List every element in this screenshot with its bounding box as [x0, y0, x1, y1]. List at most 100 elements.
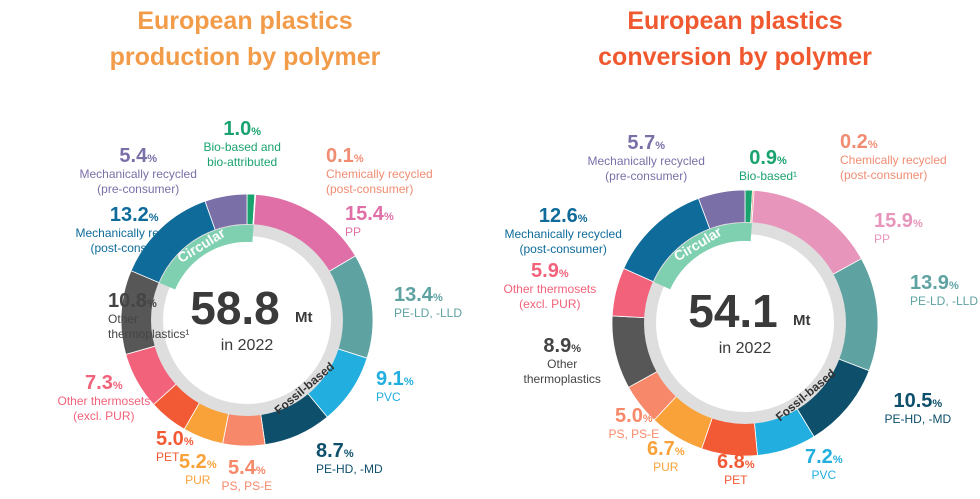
slice-unit: % — [558, 268, 569, 280]
slice-value: 7.3 — [85, 372, 113, 394]
slice-name: (excl. PUR) — [73, 409, 135, 423]
slice-name: Mechanically recycled — [504, 227, 622, 241]
value-line: 15.4% — [345, 203, 394, 225]
slice-name: PUR — [185, 473, 211, 487]
value-line: 12.6% — [505, 205, 622, 227]
slice-name: (post-consumer) — [326, 182, 414, 196]
label-pe-hd-md: 10.5% PE-HD, -MD — [885, 390, 952, 427]
slice-name: PET — [156, 450, 180, 464]
slice-name: Chemically recycled — [326, 167, 433, 181]
slice-name: Mechanically recycled — [79, 167, 197, 181]
slice-unit: % — [655, 140, 665, 152]
value-line: 7.3% — [58, 372, 151, 394]
label-bio-based: 0.9% Bio-based¹ — [739, 147, 797, 184]
label-pp: 15.4% PP — [345, 203, 394, 240]
slice-name: PET — [724, 473, 748, 487]
slice-unit: % — [403, 376, 414, 388]
slice-name: Chemically recycled — [840, 153, 947, 167]
slice-name: Mechanically recycled — [587, 154, 705, 168]
slice-value: 5.0 — [156, 428, 184, 450]
slice-value: 6.8 — [717, 451, 745, 473]
slice-value: 0.1 — [326, 145, 354, 167]
slice-value: 10.8 — [108, 290, 147, 312]
slice-name: Bio-based and — [203, 140, 281, 154]
chart-title-line-2: conversion by polymer — [598, 43, 872, 71]
slice-unit: % — [948, 280, 959, 292]
slice-unit: % — [147, 153, 157, 165]
center-subtitle: in 2022 — [221, 337, 274, 354]
slice-value: 5.4 — [119, 145, 148, 167]
label-pet: 6.8% PET — [717, 451, 755, 488]
slice-value: 0.2 — [840, 131, 868, 153]
slice-name: PE-HD, -MD — [884, 412, 952, 426]
value-line: 8.9% — [524, 335, 601, 357]
label-pet: 5.0% PET — [156, 428, 194, 465]
label-chemically-recycled-post-consumer: 0.1% Chemically recycled (post-consumer) — [326, 145, 433, 197]
value-line: 13.4% — [394, 284, 462, 306]
value-line: 5.9% — [504, 260, 597, 282]
label-mechanically-recycled-pre-consumer: 5.7% Mechanically recycled (pre-consumer) — [588, 132, 705, 184]
slice-name: (post-consumer) — [519, 242, 607, 256]
conversion-chart-panel: European plastics conversion by polymer … — [490, 0, 980, 499]
value-line: 0.1% — [326, 145, 433, 167]
slice-name: Other thermosets — [57, 394, 151, 408]
slice-value: 5.4 — [228, 457, 256, 479]
slice-value: 7.2 — [805, 446, 833, 468]
slice-name: PS, PS-E — [608, 427, 660, 441]
center-unit: Mt — [793, 312, 811, 329]
slice-unit: % — [912, 218, 923, 230]
slice-name: Bio-based¹ — [739, 169, 798, 183]
label-ps-ps-e: 5.0% PS, PS-E — [609, 405, 660, 442]
label-pur: 6.7% PUR — [647, 438, 685, 475]
slice-value: 0.9 — [749, 147, 778, 169]
value-line: 10.8% — [108, 290, 189, 312]
circular-arc — [159, 224, 254, 290]
value-line: 15.9% — [874, 210, 923, 232]
slice-value: 8.9 — [543, 335, 572, 357]
label-mechanically-recycled-post-consumer: 12.6% Mechanically recycled (post-consumer… — [505, 205, 622, 257]
slice-name: Mechanically recycled — [75, 226, 193, 240]
value-line: 1.0% — [204, 118, 281, 140]
label-other-thermoplastics: 10.8% Other thermoplastics¹ — [108, 290, 189, 342]
label-mechanically-recycled-pre-consumer: 5.4% Mechanically recycled (pre-consumer) — [80, 145, 197, 197]
slice-name: (post-consumer) — [90, 241, 178, 255]
label-chemically-recycled-post-consumer: 0.2% Chemically recycled (post-consumer) — [840, 131, 947, 183]
slice-value: 1.0 — [223, 118, 252, 140]
slice-unit: % — [255, 465, 266, 477]
value-line: 5.4% — [222, 457, 273, 479]
slice-name: PE-LD, -LLD — [910, 294, 979, 308]
slice-name: (pre-consumer) — [97, 182, 180, 196]
slice-name: PP — [345, 225, 362, 239]
production-chart-panel: European plastics production by polymer … — [57, 7, 463, 493]
chart-title-line-1: European plastics — [137, 7, 353, 35]
label-other-thermoplastics: 8.9% Other thermoplastics — [524, 335, 601, 387]
value-line: 5.7% — [588, 132, 705, 154]
label-bio-based-and-bio-attributed: 1.0% Bio-based and bio-attributed — [204, 118, 281, 170]
slice-unit: % — [251, 126, 261, 138]
value-line: 0.2% — [840, 131, 947, 153]
center-value: 58.8 — [190, 282, 280, 334]
slice-value: 13.4 — [394, 284, 433, 306]
slice-value: 5.2 — [179, 451, 207, 473]
slice-unit: % — [432, 292, 443, 304]
slice-name: bio-attributed — [207, 155, 278, 169]
slice-name: PVC — [811, 468, 837, 482]
slice-name: thermoplastics — [523, 372, 601, 386]
slice-value: 6.7 — [647, 438, 675, 460]
slice-name: Other thermosets — [503, 282, 597, 296]
slice-unit: % — [112, 380, 123, 392]
value-line: 8.7% — [316, 440, 383, 462]
slice-value: 12.6 — [538, 205, 578, 227]
slice-value: 5.0 — [615, 405, 643, 427]
slice-name: PE-HD, -MD — [316, 462, 383, 476]
slice-name: (pre-consumer) — [605, 169, 688, 183]
value-line: 10.5% — [885, 390, 952, 412]
slice-unit: % — [183, 436, 194, 448]
label-pvc: 9.1% PVC — [376, 368, 414, 405]
chart-title-line-2: production by polymer — [109, 43, 381, 71]
slice-value: 13.2 — [109, 204, 149, 226]
circular-arc — [653, 223, 752, 290]
slice-value: 13.9 — [910, 272, 949, 294]
